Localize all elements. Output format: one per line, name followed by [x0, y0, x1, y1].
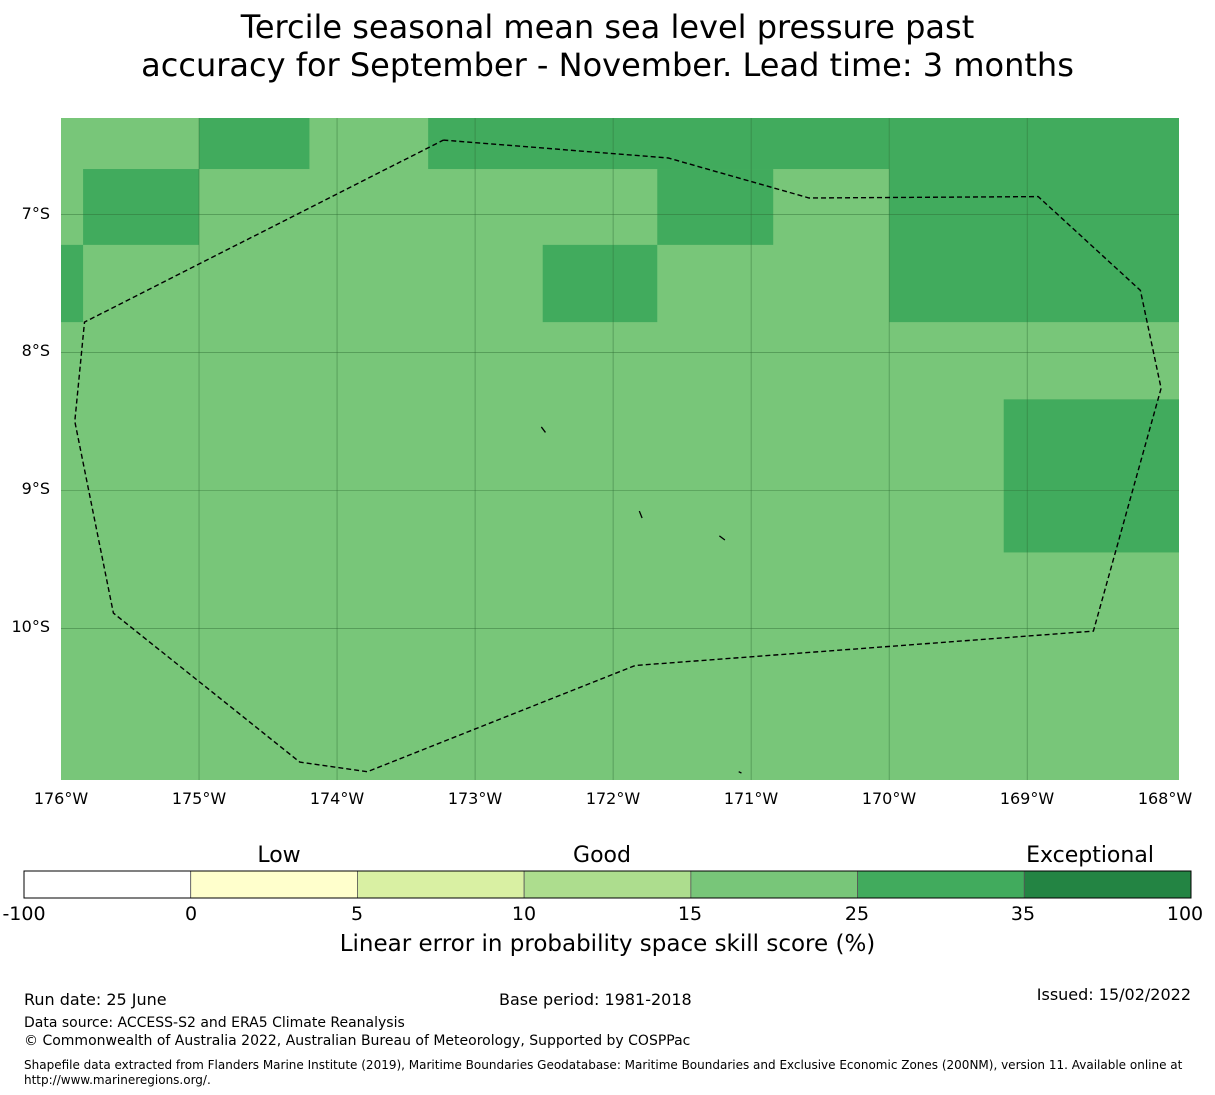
shapefile-credit-line-1: Shapefile data extracted from Flanders M… — [24, 1058, 1183, 1072]
lon-label-174w: 174°W — [309, 789, 365, 808]
colorbar-tick-10: 10 — [511, 903, 537, 925]
colorbar-bin-0-to-5 — [190, 870, 358, 899]
copyright: © Commonwealth of Australia 2022, Austra… — [24, 1033, 691, 1049]
lon-label-176w: 176°W — [33, 789, 89, 808]
colorbar-bin-10-to-15 — [523, 870, 692, 899]
skill-cell-high-6 — [889, 118, 1179, 323]
run-date: Run date: 25 June — [24, 990, 167, 1009]
colorbar-tick-100: 100 — [1166, 903, 1204, 925]
lat-label-7s: 7°S — [21, 204, 50, 223]
lat-label-9s: 9°S — [21, 479, 50, 498]
skill-cell-high-3 — [428, 118, 890, 170]
island-outline-0 — [540, 426, 546, 433]
lon-label-170w: 170°W — [861, 789, 917, 808]
lon-label-175w: 175°W — [171, 789, 227, 808]
lat-label-8s: 8°S — [21, 341, 50, 360]
lon-label-169w: 169°W — [999, 789, 1055, 808]
colorbar-tick-25: 25 — [844, 903, 870, 925]
colorbar-tick-5: 5 — [350, 903, 364, 925]
skill-map — [61, 118, 1179, 780]
colorbar-bin-5-to-10 — [357, 870, 525, 899]
island-outline-2 — [718, 535, 726, 541]
issued-date: Issued: 15/02/2022 — [1036, 985, 1191, 1004]
skill-cell-high-2 — [61, 244, 84, 323]
skill-cell-high-7 — [1003, 399, 1179, 553]
colorbar-tick-35: 35 — [1010, 903, 1036, 925]
colorbar-category-good: Good — [573, 843, 631, 868]
colorbar-bin--100-to-0 — [23, 870, 192, 899]
colorbar-label: Linear error in probability space skill … — [339, 931, 876, 957]
island-outline-1 — [638, 510, 643, 519]
colorbar-outline — [23, 870, 1192, 899]
skill-cell-high-5 — [542, 244, 658, 323]
data-source: Data source: ACCESS-S2 and ERA5 Climate … — [24, 1015, 405, 1031]
chart-title-line-1: Tercile seasonal mean sea level pressure… — [240, 8, 975, 46]
colorbar-bin-25-to-35 — [857, 870, 1025, 899]
colorbar-tick-15: 15 — [677, 903, 703, 925]
skill-cell-high-4 — [657, 169, 774, 245]
skill-cell-high-0 — [199, 118, 310, 170]
shapefile-credit-line-2: http://www.marineregions.org/. — [24, 1073, 211, 1087]
lon-label-172w: 172°W — [585, 789, 641, 808]
skill-cell-high-1 — [83, 169, 200, 245]
colorbar-category-exceptional: Exceptional — [1026, 843, 1154, 868]
colorbar-category-low: Low — [257, 843, 301, 868]
lon-label-173w: 173°W — [447, 789, 503, 808]
colorbar-tick-0: 0 — [184, 903, 198, 925]
colorbar — [23, 870, 1192, 899]
lon-label-171w: 171°W — [723, 789, 779, 808]
eez-boundary — [74, 139, 1162, 773]
island-outline-3 — [738, 771, 742, 774]
lat-label-10s: 10°S — [11, 617, 50, 636]
colorbar-bin-35-to-100 — [1023, 870, 1192, 899]
base-period: Base period: 1981-2018 — [499, 990, 692, 1009]
chart-title-line-2: accuracy for September - November. Lead … — [141, 46, 1074, 84]
colorbar-tick-minus-100: -100 — [2, 903, 46, 925]
lon-label-168w: 168°W — [1137, 789, 1193, 808]
colorbar-bin-15-to-25 — [690, 870, 858, 899]
